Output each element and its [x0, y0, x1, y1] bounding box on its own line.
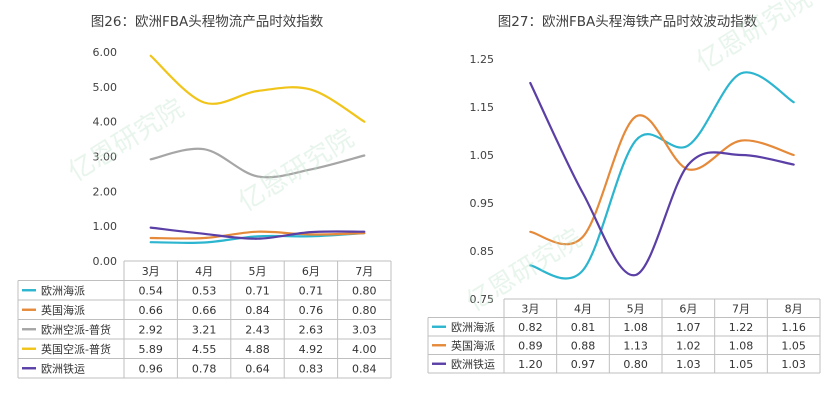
data-value: 2.43: [245, 323, 270, 336]
data-value: 0.71: [299, 284, 324, 297]
data-value: 5.89: [138, 343, 163, 356]
data-value: 1.05: [729, 358, 754, 371]
category-label: 3月: [521, 302, 539, 315]
y-tick-label: 4.00: [93, 116, 118, 129]
data-value: 0.80: [352, 304, 377, 317]
data-value: 0.84: [245, 304, 270, 317]
data-value: 1.22: [729, 321, 754, 334]
data-value: 1.08: [623, 321, 648, 334]
data-value: 1.02: [676, 339, 701, 352]
data-value: 0.66: [138, 304, 163, 317]
data-value: 0.88: [571, 339, 596, 352]
y-tick-label: 5.00: [93, 81, 118, 94]
data-value: 1.16: [781, 321, 806, 334]
data-value: 4.88: [245, 343, 270, 356]
data-value: 0.64: [245, 362, 270, 375]
category-label: 7月: [355, 265, 373, 278]
y-tick-label: 0.00: [93, 255, 118, 268]
data-value: 1.03: [676, 358, 701, 371]
data-value: 1.07: [676, 321, 701, 334]
category-label: 4月: [195, 265, 213, 278]
data-value: 0.53: [192, 284, 217, 297]
legend-label: 欧洲空派-普货: [41, 322, 111, 336]
data-value: 4.55: [192, 343, 217, 356]
legend-label: 欧洲海派: [451, 320, 495, 334]
series-line: [529, 81, 795, 277]
data-value: 0.96: [138, 362, 163, 375]
y-tick-label: 1.25: [470, 53, 495, 66]
series-line: [529, 71, 795, 280]
series-line: [149, 54, 366, 123]
data-value: 1.20: [518, 358, 543, 371]
legend-label: 欧洲铁运: [41, 362, 85, 375]
data-value: 0.81: [571, 321, 596, 334]
category-label: 8月: [785, 302, 803, 315]
y-tick-label: 6.00: [93, 46, 118, 59]
legend-label: 英国海派: [451, 338, 495, 352]
y-tick-label: 2.00: [93, 185, 118, 198]
chart-title: 图26：欧洲FBA头程物流产品时效指数: [90, 14, 324, 30]
category-label: 3月: [142, 265, 160, 278]
y-tick-label: 1.05: [470, 149, 495, 162]
data-value: 0.76: [299, 304, 324, 317]
data-value: 3.03: [352, 323, 377, 336]
data-value: 0.83: [299, 362, 324, 375]
category-label: 7月: [732, 302, 750, 315]
data-value: 2.92: [138, 323, 163, 336]
category-label: 6月: [679, 302, 697, 315]
data-value: 0.84: [352, 362, 377, 375]
data-value: 0.82: [518, 321, 543, 334]
y-tick-label: 0.75: [470, 293, 495, 306]
category-label: 6月: [302, 265, 320, 278]
data-value: 1.13: [623, 339, 648, 352]
data-value: 1.05: [781, 339, 806, 352]
y-tick-label: 3.00: [93, 151, 118, 164]
y-tick-label: 0.85: [470, 245, 495, 258]
data-value: 4.00: [352, 343, 377, 356]
y-tick-label: 1.15: [470, 101, 495, 114]
data-value: 0.80: [352, 284, 377, 297]
chart-panel-left: 图26：欧洲FBA头程物流产品时效指数 0.00 1.00 2.00 3.00 4.00…: [0, 0, 414, 404]
chart-panel-right: 图27：欧洲FBA头程海铁产品时效波动指数 0.75 0.85 0.95 1.05 1.…: [418, 0, 837, 404]
data-value: 0.97: [571, 358, 596, 371]
data-value: 1.08: [729, 339, 754, 352]
series-line: [149, 147, 366, 179]
data-value: 0.89: [518, 339, 543, 352]
data-value: 0.66: [192, 304, 217, 317]
y-tick-label: 0.95: [470, 197, 495, 210]
data-value: 0.71: [245, 284, 270, 297]
data-value: 0.54: [138, 284, 163, 297]
category-label: 5月: [249, 265, 267, 278]
series-line: [149, 226, 366, 240]
chart-title: 图27：欧洲FBA头程海铁产品时效波动指数: [497, 14, 758, 30]
series-line: [149, 230, 366, 240]
legend-label: 欧洲铁运: [451, 358, 495, 371]
line-chart-left: 0.00 1.00 2.00 3.00 4.00 5.00 6.00 3月 4月 5月 6月 7月欧洲…: [17, 46, 392, 379]
legend-label: 英国空派-普货: [41, 342, 111, 356]
data-value: 2.63: [299, 323, 324, 336]
series-line: [529, 114, 795, 246]
data-value: 0.78: [192, 362, 217, 375]
line-chart-right: 0.75 0.85 0.95 1.05 1.15 1.25 3月 4月 5月 6月 7月 8月欧洲海派…: [427, 53, 821, 374]
series-line: [149, 232, 366, 244]
category-label: 4月: [574, 302, 592, 315]
category-label: 5月: [627, 302, 645, 315]
legend-label: 英国海派: [41, 303, 85, 317]
data-value: 3.21: [192, 323, 217, 336]
y-tick-label: 1.00: [93, 220, 118, 233]
legend-label: 欧洲海派: [41, 283, 85, 297]
data-value: 4.92: [299, 343, 324, 356]
data-value: 1.03: [781, 358, 806, 371]
data-value: 0.80: [623, 358, 648, 371]
